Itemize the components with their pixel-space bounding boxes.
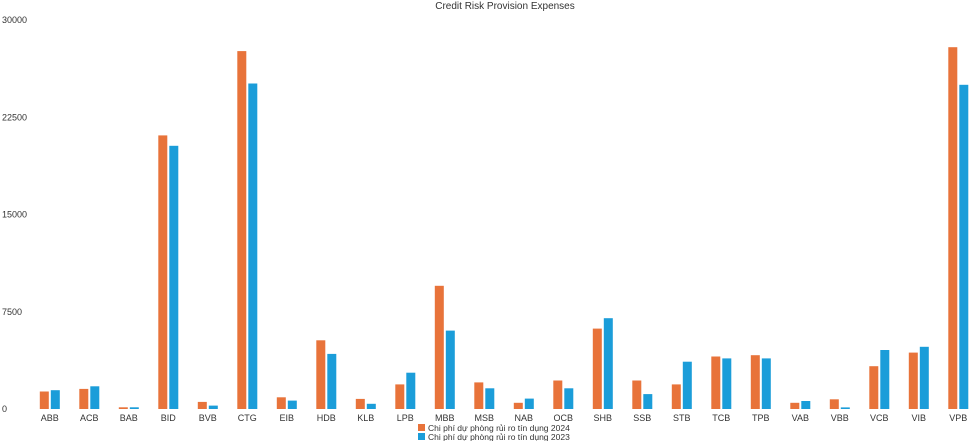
- x-tick-label: CTG: [238, 413, 257, 423]
- y-tick-label: 0: [2, 404, 7, 414]
- x-tick-label: ABB: [41, 413, 59, 423]
- bar-stb-2024: [671, 384, 681, 409]
- bar-bvb-2024: [197, 401, 207, 409]
- bar-vpb-2024: [948, 47, 958, 409]
- x-tick-label: HDB: [317, 413, 336, 423]
- bar-klb-2024: [355, 398, 365, 409]
- bar-abb-2024: [39, 391, 49, 409]
- x-tick-label: VAB: [792, 413, 809, 423]
- bar-mbb-2024: [434, 285, 444, 409]
- bar-shb-2023: [603, 318, 613, 409]
- bar-nab-2023: [524, 398, 534, 409]
- bar-bid-2023: [169, 145, 179, 410]
- bar-vpb-2023: [959, 84, 969, 410]
- bar-eib-2024: [276, 397, 286, 409]
- legend-label-2023: Chi phí dự phòng rủi ro tín dụng 2023: [428, 432, 570, 441]
- x-tick-label: BVB: [199, 413, 217, 423]
- bar-ssb-2023: [643, 394, 653, 409]
- x-tick-label: ACB: [80, 413, 99, 423]
- bar-eib-2023: [287, 400, 297, 409]
- x-tick-label: MBB: [435, 413, 455, 423]
- bar-vib-2024: [908, 352, 918, 409]
- bar-ocb-2023: [564, 388, 574, 409]
- bar-acb-2024: [79, 388, 89, 409]
- legend-swatch-2023: [418, 433, 425, 440]
- bar-bid-2024: [158, 135, 168, 409]
- bar-hdb-2024: [316, 340, 326, 409]
- x-tick-label: VPB: [949, 413, 967, 423]
- y-tick-label: 30000: [2, 15, 27, 25]
- bar-bvb-2023: [208, 405, 218, 409]
- x-tick-label: MSB: [475, 413, 495, 423]
- legend-label-2024: Chi phí dự phòng rủi ro tín dụng 2024: [428, 423, 570, 433]
- bars: [39, 47, 969, 410]
- bar-ssb-2024: [632, 380, 642, 409]
- bar-vbb-2024: [829, 399, 839, 409]
- bar-vcb-2024: [869, 366, 879, 409]
- bar-klb-2023: [366, 403, 376, 409]
- x-tick-label: STB: [673, 413, 691, 423]
- legend: Chi phí dự phòng rủi ro tín dụng 2024 Ch…: [418, 423, 570, 441]
- bar-stb-2023: [682, 361, 692, 409]
- bar-hdb-2023: [327, 353, 337, 409]
- bar-tpb-2023: [761, 358, 771, 409]
- x-tick-label: VIB: [912, 413, 927, 423]
- bar-msb-2023: [485, 388, 495, 409]
- bar-tcb-2024: [711, 356, 721, 409]
- bar-msb-2024: [474, 382, 484, 409]
- bar-lpb-2023: [406, 372, 416, 409]
- bar-tpb-2024: [750, 355, 760, 409]
- bar-bab-2024: [118, 407, 128, 409]
- x-tick-label: LPB: [397, 413, 414, 423]
- x-tick-label: TPB: [752, 413, 770, 423]
- bar-ctg-2024: [237, 51, 247, 409]
- x-tick-label: SSB: [633, 413, 651, 423]
- legend-swatch-2024: [418, 424, 425, 431]
- bar-mbb-2023: [445, 330, 455, 409]
- x-tick-label: OCB: [554, 413, 574, 423]
- x-tick-label: KLB: [357, 413, 374, 423]
- bar-shb-2024: [592, 328, 602, 409]
- bar-vab-2024: [790, 402, 800, 409]
- chart-title: Credit Risk Provision Expenses: [435, 1, 575, 12]
- bar-nab-2024: [513, 402, 523, 409]
- bar-vbb-2023: [840, 407, 850, 409]
- bar-ocb-2024: [553, 380, 563, 409]
- bar-vab-2023: [801, 401, 811, 409]
- bar-vcb-2023: [880, 350, 890, 409]
- x-tick-label: BAB: [120, 413, 138, 423]
- y-axis: 0 7500 15000 22500 30000: [2, 15, 27, 414]
- x-tick-label: BID: [161, 413, 177, 423]
- x-tick-label: VCB: [870, 413, 889, 423]
- bar-bab-2023: [129, 407, 139, 409]
- x-tick-label: SHB: [594, 413, 613, 423]
- bar-abb-2023: [50, 390, 60, 409]
- x-tick-label: EIB: [280, 413, 295, 423]
- x-axis: ABB ACB BAB BID BVB CTG EIB HDB KLB LPB MBB MSB NAB O…: [41, 413, 968, 423]
- bar-vib-2023: [919, 346, 929, 409]
- x-tick-label: TCB: [712, 413, 730, 423]
- bar-acb-2023: [90, 386, 100, 409]
- x-tick-label: VBB: [831, 413, 849, 423]
- y-tick-label: 7500: [2, 307, 22, 317]
- x-tick-label: NAB: [515, 413, 534, 423]
- bar-ctg-2023: [248, 83, 258, 409]
- bar-lpb-2024: [395, 384, 405, 409]
- y-tick-label: 22500: [2, 112, 27, 122]
- y-tick-label: 15000: [2, 210, 27, 220]
- bar-tcb-2023: [722, 358, 732, 409]
